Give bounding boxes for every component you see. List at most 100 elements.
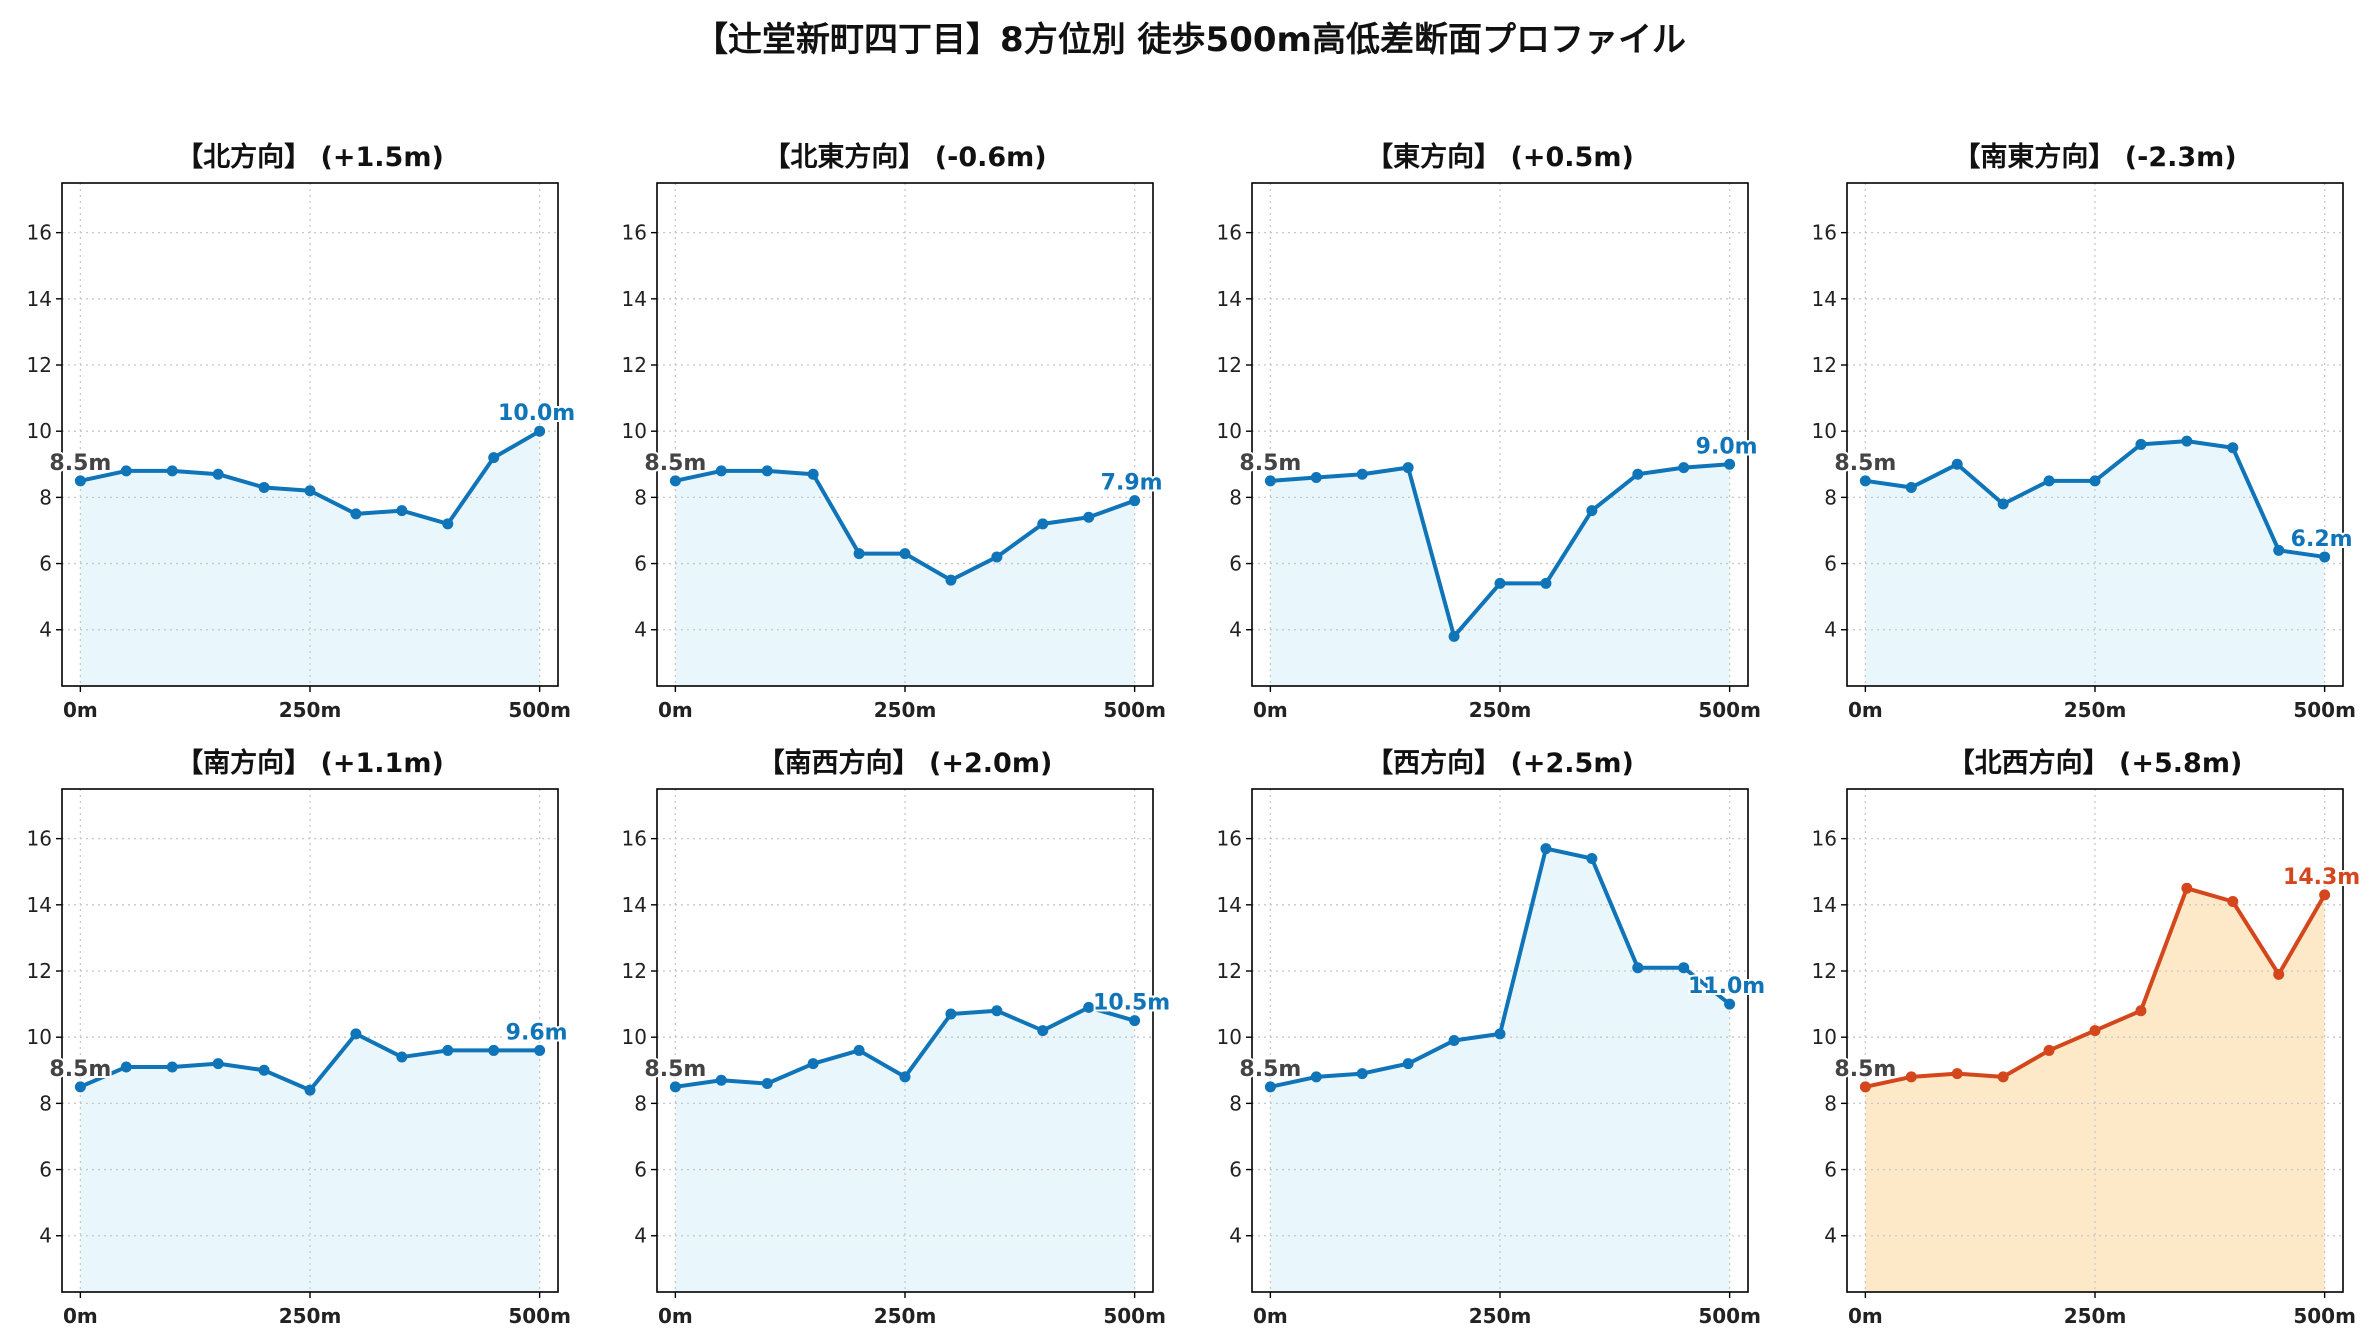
start-value-label: 8.5m	[1834, 451, 1896, 476]
end-value-label: 7.9m	[1101, 471, 1163, 496]
subplot-7: 4 6 8 10 12 14 16 0m 250m 500m 【西方向】 (+2.5m) 8.5m 11…	[1217, 747, 1768, 1328]
subplot-2: 4 6 8 10 12 14 16 0m 250m 500m 【北東方向】 (-0.6m) 8.5m 7…	[622, 141, 1166, 722]
x-tick-label: 500m	[1103, 698, 1166, 722]
data-point	[258, 481, 270, 493]
data-point	[2319, 551, 2331, 563]
y-tick-label: 6	[1229, 552, 1242, 576]
y-tick-label: 12	[1217, 959, 1242, 983]
data-point	[120, 1061, 132, 1073]
data-point	[853, 1044, 865, 1056]
data-point	[899, 1071, 911, 1083]
data-point	[1083, 511, 1095, 523]
start-value-label: 8.5m	[644, 451, 706, 476]
data-point	[761, 1078, 773, 1090]
data-point	[166, 1061, 178, 1073]
subplot-title: 【北東方向】 (-0.6m)	[763, 141, 1046, 173]
y-tick-label: 4	[634, 1224, 647, 1248]
data-point	[715, 1074, 727, 1086]
x-tick-label: 500m	[1698, 1304, 1761, 1328]
data-point	[991, 551, 1003, 563]
data-point	[2227, 896, 2239, 908]
y-tick-label: 6	[39, 1158, 52, 1182]
data-point	[1083, 1001, 1095, 1013]
data-point	[1632, 962, 1644, 974]
data-point	[1678, 962, 1690, 974]
data-point	[945, 574, 957, 586]
y-tick-label: 10	[1812, 1025, 1837, 1049]
x-tick-label: 250m	[874, 698, 937, 722]
data-point	[1264, 1081, 1276, 1093]
data-point	[534, 425, 546, 437]
y-tick-label: 10	[27, 1025, 52, 1049]
end-value-label: 9.6m	[506, 1020, 568, 1045]
data-point	[1905, 1071, 1917, 1083]
data-point	[1859, 1081, 1871, 1093]
figure-title: 【辻堂新町四丁目】8方位別 徒歩500m高低差断面プロファイル	[694, 20, 1686, 60]
data-point	[991, 1005, 1003, 1017]
y-tick-label: 4	[1824, 1224, 1837, 1248]
y-tick-label: 14	[1812, 893, 1837, 917]
y-tick-label: 14	[27, 287, 52, 311]
data-point	[442, 518, 454, 530]
y-tick-label: 6	[634, 552, 647, 576]
data-point	[120, 465, 132, 477]
data-point	[899, 548, 911, 560]
subplot-4: 4 6 8 10 12 14 16 0m 250m 500m 【南東方向】 (-2.3m) 8.5m 6…	[1812, 141, 2356, 722]
data-point	[2089, 475, 2101, 487]
y-tick-label: 8	[1824, 485, 1837, 509]
data-point	[2181, 435, 2193, 447]
data-point	[1859, 475, 1871, 487]
x-tick-label: 0m	[63, 1304, 98, 1328]
x-tick-label: 500m	[2293, 698, 2356, 722]
data-point	[669, 1081, 681, 1093]
y-tick-label: 14	[1217, 287, 1242, 311]
data-point	[258, 1064, 270, 1076]
y-tick-label: 8	[1229, 1091, 1242, 1115]
data-point	[442, 1044, 454, 1056]
data-point	[2043, 475, 2055, 487]
y-tick-label: 12	[622, 353, 647, 377]
subplot-title: 【南方向】 (+1.1m)	[176, 747, 444, 779]
x-tick-label: 0m	[658, 698, 693, 722]
x-tick-label: 500m	[508, 1304, 571, 1328]
data-point	[304, 1084, 316, 1096]
end-value-label: 10.0m	[498, 401, 575, 426]
data-point	[2227, 442, 2239, 454]
x-tick-label: 0m	[1848, 698, 1883, 722]
data-point	[761, 465, 773, 477]
data-point	[1264, 475, 1276, 487]
data-point	[669, 475, 681, 487]
data-point	[2273, 544, 2285, 556]
x-tick-label: 500m	[1698, 698, 1761, 722]
data-point	[396, 1051, 408, 1063]
y-tick-label: 4	[39, 1224, 52, 1248]
y-tick-label: 4	[39, 618, 52, 642]
data-point	[1905, 481, 1917, 493]
y-tick-label: 12	[622, 959, 647, 983]
data-point	[1586, 505, 1598, 517]
data-point	[1586, 852, 1598, 864]
y-tick-label: 6	[39, 552, 52, 576]
data-point	[2319, 889, 2331, 901]
y-tick-label: 10	[1812, 419, 1837, 443]
data-point	[2135, 438, 2147, 450]
y-tick-label: 14	[1217, 893, 1242, 917]
x-tick-label: 0m	[1253, 698, 1288, 722]
y-tick-label: 6	[1824, 552, 1837, 576]
data-point	[2181, 882, 2193, 894]
subplot-1: 4 6 8 10 12 14 16 0m 250m 500m 【北方向】 (+1.5m) 8.5m 10…	[27, 141, 578, 722]
end-value-label: 14.3m	[2283, 865, 2360, 890]
data-point	[807, 1058, 819, 1070]
y-tick-label: 4	[1229, 1224, 1242, 1248]
data-point	[304, 485, 316, 497]
data-point	[2089, 1025, 2101, 1037]
subplot-3: 4 6 8 10 12 14 16 0m 250m 500m 【東方向】 (+0.5m) 8.5m 9.…	[1217, 141, 1761, 722]
start-value-label: 8.5m	[644, 1057, 706, 1082]
y-tick-label: 6	[634, 1158, 647, 1182]
y-tick-label: 8	[1229, 485, 1242, 509]
data-point	[945, 1008, 957, 1020]
end-value-label: 11.0m	[1688, 974, 1765, 999]
y-tick-label: 10	[1217, 419, 1242, 443]
